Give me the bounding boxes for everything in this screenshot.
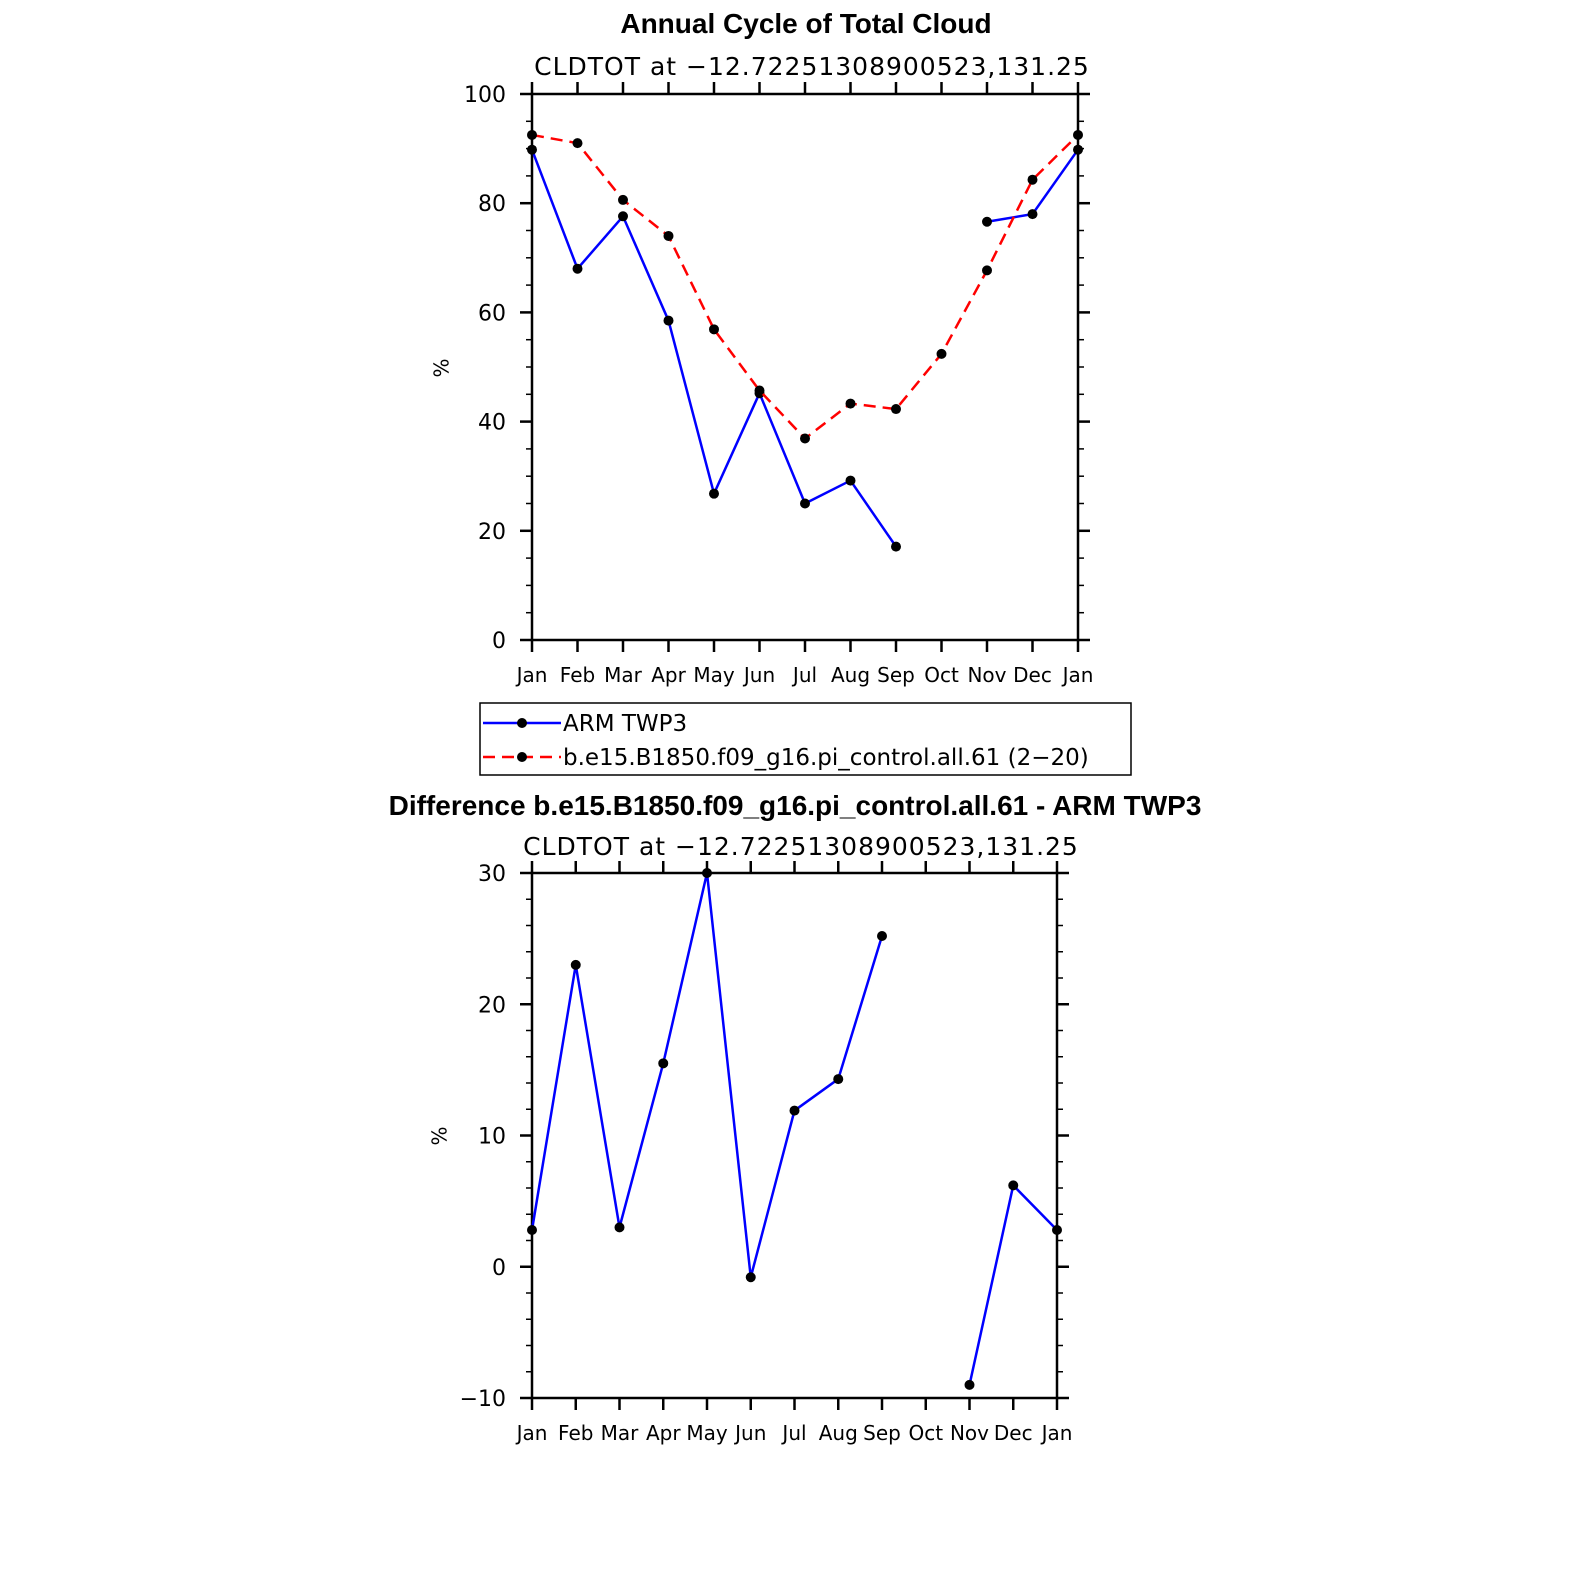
- x-tick-label: Nov: [967, 663, 1006, 687]
- x-tick-label: Jun: [733, 1421, 766, 1445]
- legend-entry-arm-twp3: ARM TWP3: [483, 711, 687, 737]
- data-point: [618, 211, 628, 222]
- x-tick-label: Aug: [831, 663, 870, 687]
- plot-frame: [530, 871, 1059, 1400]
- x-tick-label: Mar: [604, 663, 643, 687]
- data-point: [1052, 1225, 1062, 1235]
- x-tick-label: Oct: [924, 663, 959, 687]
- legend-label-arm-twp3: ARM TWP3: [563, 711, 687, 737]
- data-point: [618, 194, 628, 205]
- data-point: [745, 1272, 756, 1283]
- legend-entry-model: b.e15.B1850.f09_g16.pi_control.all.61 (2…: [483, 745, 1089, 771]
- data-point: [702, 868, 712, 878]
- legend-label-model: b.e15.B1850.f09_g16.pi_control.all.61 (2…: [563, 745, 1089, 771]
- difference-chart-title: Difference b.e15.B1850.f09_g16.pi_contro…: [389, 790, 1202, 821]
- data-point: [1073, 144, 1083, 155]
- x-tick-label: Dec: [994, 1421, 1033, 1445]
- y-tick-label: 20: [478, 993, 506, 1018]
- y-tick-label: 60: [478, 301, 506, 326]
- x-tick-label: Jan: [1061, 663, 1094, 687]
- x-tick-label: Jun: [742, 663, 775, 687]
- x-tick-label: Jan: [515, 663, 548, 687]
- data-point: [800, 433, 810, 444]
- data-point: [527, 1225, 537, 1235]
- data-point: [570, 959, 581, 970]
- x-tick-label: May: [693, 663, 735, 687]
- data-point: [614, 1222, 625, 1233]
- data-point: [845, 398, 856, 409]
- series-line-0: [530, 149, 898, 548]
- series-line-1: [531, 133, 1079, 441]
- x-tick-label: Jan: [1040, 1421, 1073, 1445]
- data-point: [789, 1105, 800, 1116]
- x-tick-label: Aug: [819, 1421, 858, 1445]
- y-tick-label: 20: [478, 520, 506, 545]
- chart-subtitle: CLDTOT at −12.72251308900523,131.25: [534, 52, 1090, 81]
- data-point: [527, 129, 537, 140]
- x-tick-label: Jan: [515, 1421, 548, 1445]
- data-point: [833, 1074, 844, 1085]
- data-point: [709, 324, 719, 335]
- x-tick-label: Jul: [780, 1421, 806, 1445]
- data-point: [1027, 209, 1038, 220]
- y-tick-label: 0: [492, 1256, 506, 1281]
- x-tick-label: Oct: [908, 1421, 943, 1445]
- x-tick-label: Nov: [950, 1421, 989, 1445]
- x-tick-label: Sep: [877, 663, 915, 687]
- data-point: [663, 230, 674, 241]
- y-tick-label: −10: [460, 1387, 506, 1412]
- data-point: [572, 138, 583, 149]
- y-tick-label: 40: [478, 411, 506, 436]
- x-tick-label: Mar: [601, 1421, 640, 1445]
- y-tick-label: 30: [478, 862, 506, 887]
- x-tick-label: Apr: [646, 1421, 681, 1445]
- x-tick-label: May: [686, 1421, 728, 1445]
- x-tick-label: Dec: [1013, 663, 1052, 687]
- legend: ARM TWP3 b.e15.B1850.f09_g16.pi_control.…: [479, 702, 1132, 776]
- y-tick-label: 10: [478, 1125, 506, 1150]
- y-axis-label: %: [430, 358, 454, 377]
- series-line-0: [530, 872, 884, 1278]
- difference-y-axis-label: %: [428, 1126, 452, 1145]
- x-tick-label: Feb: [560, 663, 595, 687]
- difference-chart-subtitle: CLDTOT at −12.72251308900523,131.25: [523, 832, 1079, 861]
- annual-cycle-chart: Annual Cycle of Total Cloud CLDTOT at −1…: [430, 8, 1094, 687]
- data-point: [845, 475, 856, 486]
- series-line-0: [968, 1182, 1058, 1386]
- data-point: [709, 488, 719, 499]
- data-point: [1008, 1180, 1019, 1191]
- data-point: [964, 1379, 975, 1390]
- x-tick-label: Jul: [791, 663, 817, 687]
- data-point: [527, 144, 537, 155]
- data-point: [936, 348, 947, 359]
- data-point: [800, 498, 810, 509]
- data-point: [658, 1058, 669, 1069]
- data-point: [891, 541, 901, 552]
- x-tick-label: Apr: [651, 663, 686, 687]
- data-point: [663, 315, 674, 326]
- data-point: [754, 385, 765, 396]
- data-point: [1073, 129, 1083, 140]
- legend-box: [479, 702, 1132, 776]
- chart-title: Annual Cycle of Total Cloud: [620, 8, 991, 39]
- y-tick-label: 80: [478, 192, 506, 217]
- data-point: [982, 265, 992, 276]
- data-point: [1027, 174, 1038, 185]
- data-point: [877, 931, 887, 941]
- data-point: [572, 263, 583, 274]
- y-tick-label: 100: [464, 83, 506, 108]
- difference-chart: Difference b.e15.B1850.f09_g16.pi_contro…: [389, 790, 1202, 1445]
- data-point: [891, 404, 901, 415]
- plot-frame: [530, 92, 1080, 642]
- x-tick-label: Feb: [558, 1421, 593, 1445]
- x-tick-label: Sep: [863, 1421, 901, 1445]
- y-tick-label: 0: [492, 629, 506, 654]
- data-point: [982, 216, 992, 227]
